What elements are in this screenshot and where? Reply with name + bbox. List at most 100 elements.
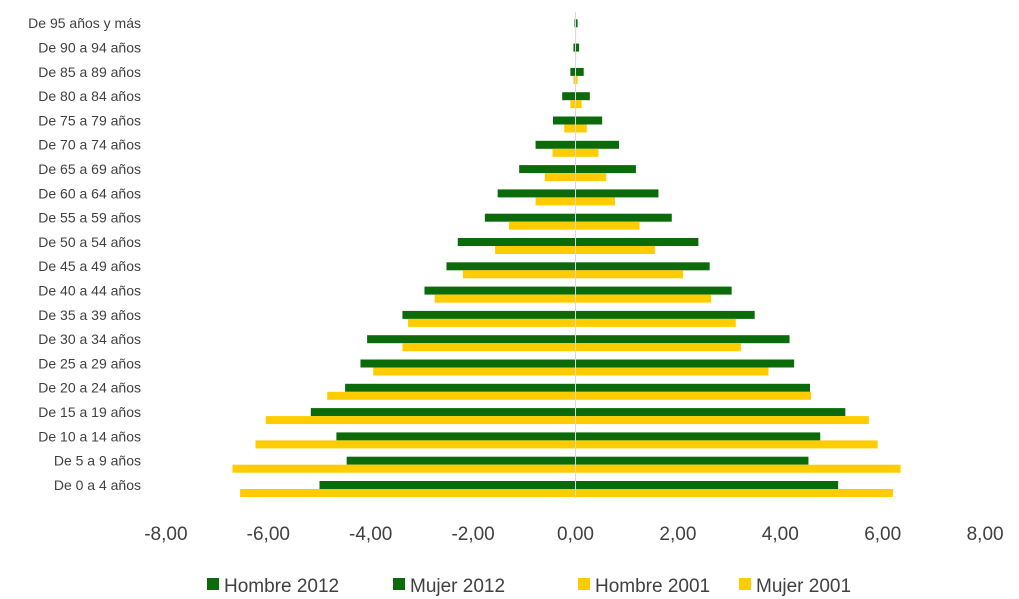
bar-mujer-2001-5 [575,367,769,376]
bar-mujer-2001-16 [575,100,582,109]
x-tick-label: 6,00 [864,524,901,545]
bar-mujer-2012-12 [575,189,659,198]
bar-hombre-2001-7 [408,318,576,327]
legend-label: Mujer 2012 [410,576,505,597]
bar-mujer-2012-8 [575,286,732,295]
bar-hombre-2012-16 [562,92,576,101]
bar-mujer-2001-8 [575,294,712,303]
category-label: De 15 a 19 años [38,404,141,420]
bar-hombre-2001-11 [508,221,576,230]
bar-hombre-2001-12 [535,197,576,206]
bar-mujer-2012-15 [575,116,603,125]
bar-mujer-2001-6 [575,343,741,352]
bar-mujer-2012-5 [575,359,795,368]
bar-hombre-2012-9 [446,262,576,271]
bar-hombre-2001-17 [573,75,576,84]
x-axis-tick-labels: -8,00 -6,00 -4,00 -2,00 0,00 2,00 4,00 6,00 8,00 [144,524,1003,545]
legend-label: Hombre 2012 [224,576,339,597]
x-tick-label: 4,00 [762,524,799,545]
x-tick-label: 8,00 [967,524,1004,545]
bar-hombre-2012-4 [345,383,576,392]
bar-mujer-2012-7 [575,310,755,319]
bar-hombre-2012-6 [367,335,576,344]
bar-hombre-2012-1 [346,456,576,465]
legend: Hombre 2012 Mujer 2012 Hombre 2001 Mujer 20… [207,576,851,597]
bar-mujer-2012-6 [575,335,790,344]
category-label: De 35 a 39 años [38,307,141,323]
bar-hombre-2012-19 [574,19,576,28]
bar-mujer-2012-14 [575,140,620,149]
bar-mujer-2001-1 [575,464,901,473]
bar-hombre-2012-8 [424,286,576,295]
category-label: De 70 a 74 años [38,137,141,153]
bar-hombre-2012-15 [552,116,576,125]
bar-mujer-2012-2 [575,432,821,441]
bar-hombre-2012-7 [402,310,576,319]
category-label: De 65 a 69 años [38,161,141,177]
bar-mujer-2012-4 [575,383,810,392]
legend-label: Hombre 2001 [595,576,710,597]
bar-mujer-2012-13 [575,165,636,174]
bar-hombre-2012-13 [519,165,576,174]
bar-hombre-2012-14 [535,140,576,149]
category-label: De 20 a 24 años [38,380,141,396]
category-label: De 85 a 89 años [38,64,141,80]
bar-hombre-2012-12 [497,189,576,198]
bar-mujer-2012-0 [575,481,839,489]
bar-hombre-2012-11 [484,213,576,222]
bar-mujer-2001-3 [575,416,869,425]
bar-mujer-2012-19 [575,19,578,28]
bar-hombre-2001-5 [373,367,576,376]
legend-swatch [393,578,405,590]
bar-hombre-2001-0 [240,489,576,497]
category-label: De 55 a 59 años [38,210,141,226]
bar-hombre-2012-0 [319,481,576,489]
bar-hombre-2001-14 [552,148,576,157]
bar-hombre-2001-2 [255,440,576,449]
bar-mujer-2001-0 [575,489,893,497]
category-label: De 60 a 64 años [38,185,141,201]
bar-mujer-2012-11 [575,213,672,222]
bar-hombre-2001-15 [564,124,576,133]
bar-hombre-2012-18 [573,43,576,52]
bar-mujer-2001-17 [575,75,578,84]
category-label: De 95 años y más [28,15,141,31]
category-label: De 75 a 79 años [38,112,141,128]
bar-mujer-2001-2 [575,440,878,449]
legend-swatch [578,578,590,590]
bar-hombre-2001-8 [434,294,576,303]
bar-mujer-2012-9 [575,262,710,271]
legend-swatch [207,578,219,590]
category-label: De 25 a 29 años [38,355,141,371]
bar-mujer-2001-15 [575,124,587,133]
category-label: De 30 a 34 años [38,331,141,347]
bar-hombre-2001-9 [462,270,576,279]
bar-hombre-2012-10 [457,238,576,246]
bar-hombre-2012-17 [570,67,576,76]
bar-mujer-2001-12 [575,197,615,206]
bar-hombre-2001-10 [495,246,576,254]
bar-mujer-2012-1 [575,456,809,465]
bar-mujer-2012-17 [575,67,584,76]
category-label: De 10 a 14 años [38,428,141,444]
category-label: De 0 a 4 años [54,477,141,493]
bar-mujer-2001-7 [575,318,736,327]
bar-mujer-2001-9 [575,270,684,279]
category-label: De 50 a 54 años [38,234,141,250]
category-label: De 40 a 44 años [38,282,141,298]
bar-mujer-2001-11 [575,221,640,230]
category-label: De 45 a 49 años [38,258,141,274]
x-tick-label: -6,00 [247,524,290,545]
bar-hombre-2001-13 [544,173,576,182]
bar-mujer-2012-3 [575,408,846,417]
bar-mujer-2012-16 [575,92,590,101]
x-tick-label: -2,00 [451,524,494,545]
category-label: De 90 a 94 años [38,39,141,55]
bar-hombre-2012-2 [336,432,576,441]
bar-hombre-2012-3 [310,408,576,417]
bar-hombre-2001-3 [265,416,576,425]
bar-hombre-2001-6 [402,343,576,352]
x-tick-label: -4,00 [349,524,392,545]
category-labels: De 0 a 4 años De 5 a 9 años De 10 a 14 año… [28,15,141,493]
